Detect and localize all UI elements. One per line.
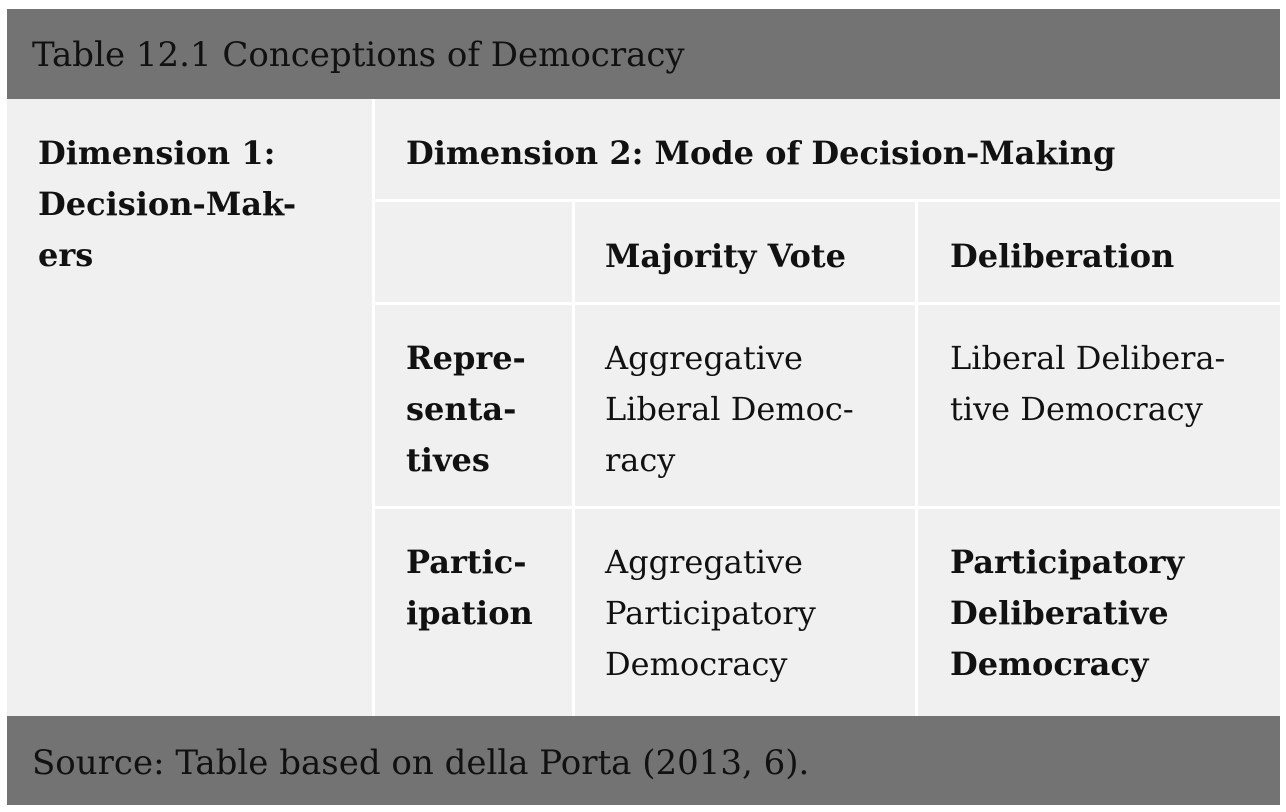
dimension1-header: Dimension 1: Decision-Mak- ers — [38, 134, 297, 274]
divider-columns-header — [375, 302, 1280, 305]
cell-participatory-deliberative-democracy: Participatory Deliberative Democracy — [950, 543, 1185, 683]
divider-column2 — [915, 202, 918, 716]
table-frame: Table 12.1 Conceptions of Democracy Dime… — [7, 9, 1280, 805]
row-label-participation: Partic- ipation — [406, 543, 533, 632]
divider-dimension1 — [372, 99, 375, 716]
divider-row1 — [375, 506, 1280, 509]
row-label-representatives: Repre- senta- tives — [406, 339, 526, 479]
column-header-deliberation: Deliberation — [950, 237, 1175, 275]
column-header-majority-vote: Majority Vote — [605, 237, 846, 275]
divider-column1 — [572, 202, 575, 716]
divider-header — [375, 199, 1280, 202]
table-caption: Table 12.1 Conceptions of Democracy — [32, 35, 685, 75]
caption-bar: Table 12.1 Conceptions of Democracy — [7, 9, 1280, 99]
source-bar: Source: Table based on della Porta (2013… — [7, 716, 1280, 805]
cell-aggregative-participatory-democracy: Aggregative Participatory Democracy — [605, 543, 816, 683]
cell-liberal-deliberative-democracy: Liberal Delibera- tive Democracy — [950, 339, 1226, 428]
source-note: Source: Table based on della Porta (2013… — [32, 743, 810, 783]
dimension2-header: Dimension 2: Mode of Decision-Making — [406, 134, 1116, 172]
cell-aggregative-liberal-democracy: Aggregative Liberal Democ- racy — [605, 339, 854, 479]
